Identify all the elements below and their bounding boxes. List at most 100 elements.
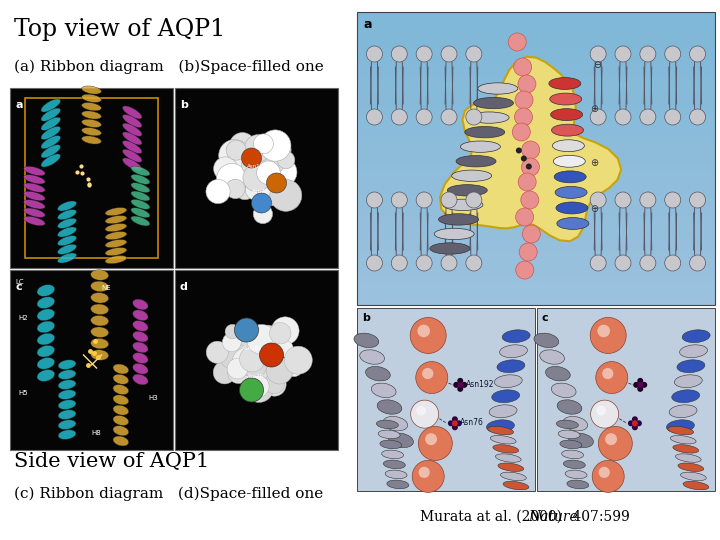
Circle shape (665, 192, 680, 208)
Ellipse shape (565, 470, 587, 478)
Circle shape (457, 386, 463, 392)
Circle shape (253, 170, 275, 191)
Ellipse shape (81, 103, 102, 111)
Circle shape (690, 109, 706, 125)
Ellipse shape (387, 480, 409, 489)
Circle shape (416, 109, 432, 125)
Circle shape (665, 109, 680, 125)
Circle shape (595, 362, 628, 394)
Circle shape (240, 378, 264, 402)
Ellipse shape (41, 99, 60, 112)
Circle shape (441, 255, 457, 271)
Ellipse shape (443, 199, 483, 211)
Circle shape (229, 332, 255, 358)
Ellipse shape (132, 374, 148, 385)
Ellipse shape (41, 136, 60, 148)
Circle shape (416, 255, 432, 271)
Ellipse shape (37, 309, 55, 321)
Ellipse shape (493, 444, 518, 453)
Circle shape (615, 46, 631, 62)
Circle shape (665, 46, 680, 62)
Ellipse shape (490, 435, 516, 444)
Circle shape (598, 467, 610, 478)
Ellipse shape (132, 342, 148, 353)
Circle shape (246, 164, 264, 182)
Bar (357, 41, 715, 49)
Circle shape (259, 343, 284, 367)
Ellipse shape (37, 333, 55, 345)
Ellipse shape (122, 114, 142, 127)
Bar (357, 232, 715, 240)
Ellipse shape (132, 310, 148, 321)
Circle shape (391, 255, 408, 271)
Circle shape (640, 255, 656, 271)
Circle shape (637, 378, 643, 384)
Circle shape (249, 349, 267, 368)
Bar (357, 92, 715, 100)
Circle shape (452, 424, 458, 430)
Circle shape (516, 208, 534, 226)
Bar (357, 122, 715, 130)
Bar (357, 71, 715, 78)
Ellipse shape (460, 141, 500, 152)
Ellipse shape (430, 243, 470, 254)
Ellipse shape (58, 218, 76, 228)
Circle shape (634, 382, 639, 388)
Bar (357, 49, 715, 57)
Text: 407:599: 407:599 (568, 510, 630, 524)
Ellipse shape (122, 149, 142, 162)
Ellipse shape (469, 112, 509, 123)
Ellipse shape (113, 405, 129, 415)
Ellipse shape (132, 363, 148, 374)
Circle shape (217, 164, 248, 194)
Circle shape (515, 108, 533, 126)
Ellipse shape (670, 435, 696, 444)
Ellipse shape (81, 127, 102, 136)
Circle shape (234, 339, 253, 357)
Ellipse shape (131, 208, 150, 218)
Circle shape (466, 255, 482, 271)
Bar (357, 261, 715, 269)
Text: Murata at al. (2000): Murata at al. (2000) (420, 510, 571, 524)
Ellipse shape (383, 460, 405, 469)
Circle shape (227, 359, 248, 379)
Bar (357, 239, 715, 247)
Ellipse shape (113, 415, 129, 426)
Circle shape (690, 46, 706, 62)
Text: LC: LC (15, 279, 24, 285)
Circle shape (518, 75, 536, 93)
Ellipse shape (24, 166, 45, 176)
Ellipse shape (91, 327, 109, 338)
Circle shape (213, 361, 236, 384)
Bar (357, 100, 715, 107)
Circle shape (415, 362, 448, 394)
Bar (357, 180, 715, 188)
Ellipse shape (58, 253, 76, 263)
Circle shape (251, 173, 272, 194)
Circle shape (628, 420, 634, 426)
Circle shape (276, 340, 293, 357)
Circle shape (521, 158, 539, 176)
Ellipse shape (91, 270, 109, 280)
Circle shape (598, 427, 632, 461)
Ellipse shape (503, 481, 528, 490)
Circle shape (632, 420, 638, 426)
Text: Nature: Nature (528, 510, 577, 524)
Bar (357, 173, 715, 181)
Ellipse shape (382, 450, 404, 458)
Circle shape (466, 46, 482, 62)
Ellipse shape (552, 140, 585, 152)
Circle shape (602, 368, 613, 379)
Ellipse shape (105, 247, 127, 255)
Ellipse shape (37, 346, 55, 357)
Ellipse shape (675, 375, 702, 388)
Polygon shape (440, 57, 621, 241)
Bar (357, 246, 715, 254)
Circle shape (590, 192, 606, 208)
Circle shape (277, 151, 294, 168)
Ellipse shape (58, 235, 76, 246)
Circle shape (230, 132, 256, 158)
Ellipse shape (434, 228, 474, 240)
Bar (357, 56, 715, 64)
Ellipse shape (91, 293, 109, 303)
